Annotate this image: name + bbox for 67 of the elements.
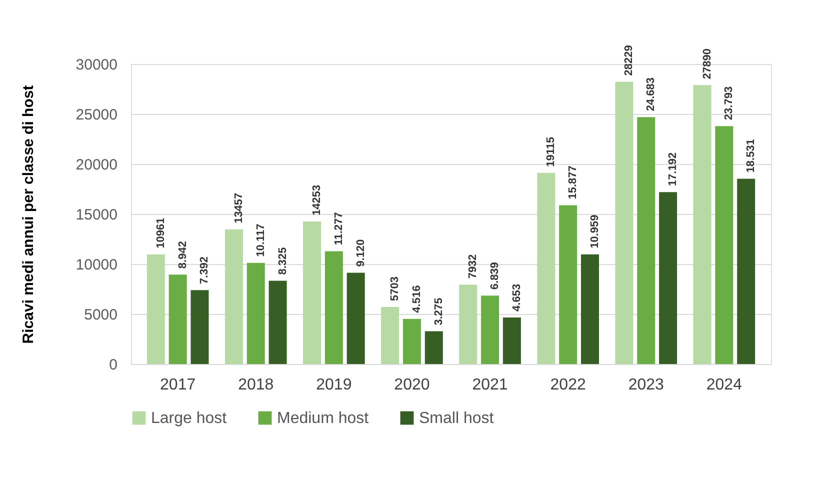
- bar: [615, 82, 634, 364]
- y-axis-title: Ricavi medi annui per classe di host: [20, 85, 37, 344]
- bar: [693, 85, 712, 364]
- data-label: 10.117: [254, 224, 267, 257]
- data-label: 23.793: [723, 86, 736, 120]
- x-tick-label: 2019: [316, 376, 352, 394]
- data-label: 10.959: [588, 214, 601, 248]
- y-tick-label: 5000: [84, 306, 118, 324]
- data-label: 5703: [389, 276, 402, 301]
- bar: [303, 221, 322, 364]
- bar: [481, 296, 500, 364]
- bar: [268, 280, 287, 364]
- legend-label: Small host: [419, 410, 494, 427]
- data-label: 6.839: [489, 262, 502, 290]
- data-label: 24.683: [645, 78, 658, 112]
- data-label: 11.277: [332, 212, 345, 246]
- x-tick-label: 2023: [628, 376, 664, 394]
- bar: [224, 229, 243, 364]
- data-label: 7.392: [198, 256, 211, 284]
- x-tick-label: 2017: [160, 376, 196, 394]
- data-label: 7932: [467, 254, 480, 279]
- x-tick-label: 2021: [472, 376, 508, 394]
- y-tick-label: 0: [109, 356, 118, 374]
- y-tick-label: 25000: [76, 106, 118, 124]
- data-label: 8.942: [176, 241, 189, 269]
- data-label: 4.516: [410, 285, 423, 313]
- x-tick-label: 2018: [238, 376, 274, 394]
- bar: [402, 318, 421, 364]
- data-label: 17.192: [667, 152, 680, 186]
- bar: [715, 126, 734, 364]
- legend-label: Medium host: [277, 410, 370, 427]
- data-label: 14253: [311, 184, 324, 216]
- y-tick-label: 30000: [76, 56, 118, 74]
- data-label: 9.120: [354, 239, 367, 267]
- data-label: 4.653: [510, 284, 523, 312]
- x-tick-label: 2022: [550, 376, 586, 394]
- bar: [659, 192, 678, 364]
- bar: [190, 290, 209, 364]
- bar: [324, 251, 343, 364]
- bar: [246, 262, 265, 364]
- data-label: 3.275: [432, 298, 445, 326]
- y-tick-label: 10000: [76, 256, 118, 274]
- bar: [346, 272, 365, 364]
- bar: [459, 284, 478, 364]
- bar: [381, 306, 400, 364]
- x-tick-label: 2024: [706, 376, 742, 394]
- bar: [559, 205, 578, 364]
- data-label: 8.325: [276, 247, 289, 275]
- data-label: 15.877: [567, 166, 580, 200]
- data-label: 13457: [232, 192, 245, 224]
- data-label: 27890: [701, 48, 714, 80]
- y-tick-label: 20000: [76, 156, 118, 174]
- bar: [424, 331, 443, 364]
- bar: [637, 117, 656, 364]
- data-label: 18.531: [745, 139, 758, 173]
- data-label: 10961: [154, 218, 167, 248]
- x-tick-label: 2020: [394, 376, 430, 394]
- bar: [580, 254, 599, 364]
- bar: [737, 178, 756, 364]
- bar: [502, 317, 521, 364]
- y-tick-label: 15000: [76, 206, 118, 224]
- bar: [537, 172, 556, 364]
- bar: [146, 254, 165, 364]
- bar: [168, 274, 187, 364]
- legend-label: Large host: [151, 410, 228, 427]
- data-label: 28229: [623, 45, 636, 76]
- data-label: 19115: [545, 136, 558, 167]
